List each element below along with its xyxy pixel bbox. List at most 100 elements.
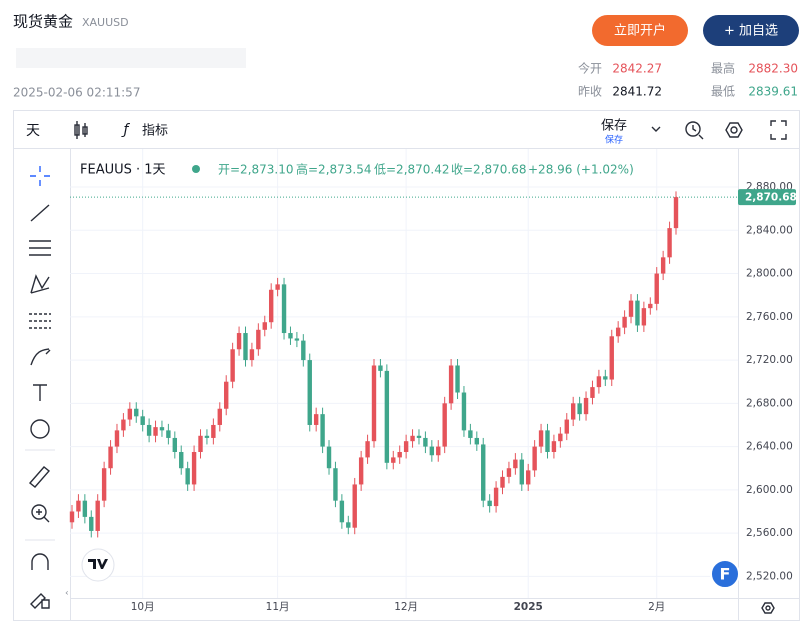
candle-body — [294, 338, 300, 341]
emoji-tool[interactable] — [30, 419, 50, 439]
interval-button[interactable]: 天 — [26, 123, 40, 139]
candle-body — [288, 333, 293, 339]
candle-body — [69, 511, 75, 523]
candle-body — [185, 468, 190, 485]
candle-body — [564, 419, 569, 434]
candle-body — [583, 397, 589, 415]
candle-body — [635, 300, 640, 326]
candle-body — [622, 316, 627, 328]
y-tick-label: 2,560.00 — [746, 527, 793, 539]
indicators-button[interactable]: 指标 — [142, 124, 168, 139]
x-tick-label: 11月 — [266, 601, 290, 613]
candle-body — [281, 284, 287, 334]
axis-labels: 2,520.00 2,560.00 2,600.00 2,640.00 2,680.00… — [131, 181, 797, 613]
chart-frame — [13, 110, 800, 621]
candle-body — [204, 435, 210, 438]
candle-body — [570, 403, 576, 420]
candle-body — [526, 470, 531, 485]
candle-body — [236, 333, 242, 350]
candle-body — [121, 419, 126, 431]
candle-body — [307, 360, 312, 425]
drawing-tools — [28, 166, 51, 609]
candle-body — [211, 424, 216, 438]
y-tick-label: 2,720.00 — [746, 354, 793, 366]
candle-body — [352, 484, 357, 528]
stat-value: 2841.72 — [612, 85, 662, 99]
candle-body — [95, 500, 100, 531]
candle-body — [172, 437, 178, 452]
legend-open: 开=2,873.10 — [218, 163, 294, 177]
lock-tool[interactable] — [30, 593, 50, 609]
alert-button[interactable] — [685, 121, 704, 140]
candle-body — [513, 459, 518, 469]
open-account-label[interactable]: 立即开户 — [614, 23, 666, 39]
candle-body — [609, 336, 614, 380]
legend-close: 收=2,870.68 — [451, 163, 527, 177]
crosshair-tool[interactable] — [30, 166, 50, 186]
settings-button[interactable] — [725, 122, 743, 138]
stat-value: 2842.27 — [612, 62, 662, 76]
y-tick-label: 2,680.00 — [746, 397, 793, 409]
candle-body — [429, 446, 435, 456]
candle-body — [577, 403, 582, 415]
candle-body — [468, 430, 473, 438]
save-button[interactable]: 保存 — [601, 119, 627, 134]
candle-body — [403, 441, 409, 452]
grid — [70, 149, 738, 598]
zoom-tool[interactable] — [31, 504, 47, 520]
fx-icon: ƒ — [121, 122, 131, 138]
magnet-tool[interactable] — [31, 553, 49, 570]
brush-tool[interactable] — [30, 348, 51, 366]
candle-body — [371, 365, 377, 442]
candle-body — [660, 257, 666, 274]
stat-label: 最高 — [711, 61, 735, 76]
axis-settings[interactable] — [761, 602, 775, 614]
title: 现货黄金 — [13, 13, 73, 31]
blurred-row — [16, 48, 246, 68]
last-price-label: 2,870.68 — [745, 192, 797, 204]
x-tick-label: 2025 — [514, 601, 543, 613]
candle-body — [275, 284, 280, 290]
chart-type-button[interactable] — [74, 121, 88, 139]
measure-tool[interactable] — [28, 466, 51, 488]
candle-body — [191, 452, 197, 485]
pattern-tool[interactable] — [30, 274, 50, 294]
y-tick-label: 2,640.00 — [746, 441, 793, 453]
candle-body — [436, 446, 441, 456]
collapse-handle[interactable]: ‹ — [65, 589, 69, 599]
candle-body — [500, 476, 505, 488]
candle-body — [667, 228, 672, 258]
candle-body — [320, 414, 325, 447]
candle-body — [654, 273, 659, 304]
projection-tool[interactable] — [29, 313, 51, 329]
watchlist-button[interactable] — [703, 15, 799, 46]
candle-body — [545, 430, 550, 452]
candle-body — [532, 446, 537, 471]
open-account-button[interactable] — [592, 15, 688, 46]
candle-body — [243, 333, 248, 361]
x-tick-label: 12月 — [394, 601, 418, 613]
candle-body — [519, 459, 524, 485]
candle-body — [416, 435, 422, 438]
candle-body — [673, 197, 679, 229]
candle-body — [538, 430, 544, 447]
candle-body — [166, 430, 171, 438]
text-tool[interactable] — [33, 384, 47, 401]
candle-body — [224, 381, 229, 409]
badge — [710, 559, 740, 589]
symbol: XAUUSD — [82, 16, 129, 29]
candle-body — [423, 437, 428, 447]
legend-symbol: FEAUUS · 1天 — [80, 163, 166, 178]
fullscreen-button[interactable] — [770, 120, 787, 140]
x-tick-label: 10月 — [131, 601, 155, 613]
candle-body — [603, 376, 608, 380]
candle-body — [108, 446, 113, 469]
candle-body — [481, 444, 486, 501]
watchlist-label[interactable]: + 加自选 — [724, 24, 778, 39]
save-menu[interactable] — [651, 126, 661, 132]
candle-body — [641, 308, 647, 326]
line-tool[interactable] — [30, 204, 50, 222]
y-tick-label: 2,520.00 — [746, 570, 793, 582]
fib-tool[interactable] — [29, 240, 51, 256]
